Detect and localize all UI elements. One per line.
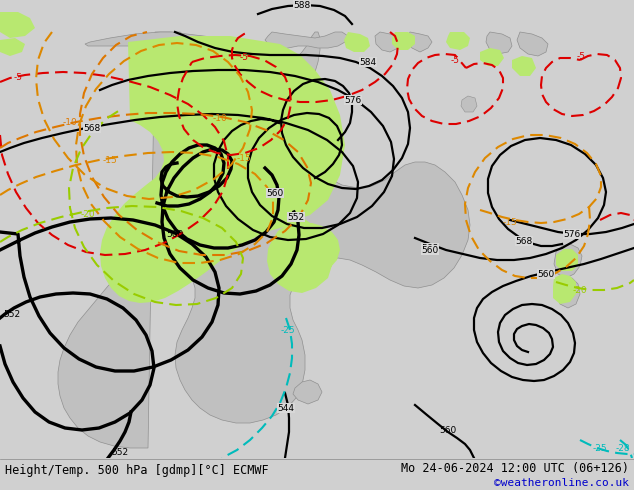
Polygon shape: [486, 32, 512, 54]
Polygon shape: [554, 244, 582, 278]
Text: ©weatheronline.co.uk: ©weatheronline.co.uk: [494, 478, 629, 488]
Text: -15: -15: [103, 155, 117, 165]
Text: 560: 560: [266, 189, 283, 197]
Text: 560: 560: [166, 229, 184, 239]
Text: -5: -5: [451, 55, 460, 65]
Polygon shape: [0, 12, 35, 38]
Polygon shape: [100, 36, 345, 303]
Text: -10: -10: [63, 118, 77, 126]
Text: 552: 552: [3, 310, 20, 318]
Polygon shape: [174, 50, 196, 62]
Polygon shape: [512, 56, 536, 76]
Text: -10: -10: [212, 114, 228, 122]
Polygon shape: [392, 32, 415, 50]
Text: 568: 568: [84, 123, 101, 132]
Polygon shape: [344, 32, 370, 52]
Text: -20: -20: [81, 210, 95, 219]
Polygon shape: [480, 48, 504, 66]
Polygon shape: [517, 32, 548, 56]
Text: -5: -5: [576, 51, 586, 60]
Text: 576: 576: [344, 96, 361, 104]
Text: -28: -28: [616, 443, 630, 452]
Text: 552: 552: [112, 447, 129, 457]
Polygon shape: [556, 278, 580, 308]
Text: 568: 568: [422, 244, 439, 252]
Text: -5: -5: [13, 73, 22, 81]
Polygon shape: [58, 32, 470, 448]
Text: -15: -15: [503, 218, 517, 226]
Text: 584: 584: [359, 57, 377, 67]
Polygon shape: [293, 380, 322, 404]
Text: 560: 560: [439, 425, 456, 435]
Text: 568: 568: [515, 237, 533, 245]
Text: 560: 560: [422, 245, 439, 254]
Text: Height/Temp. 500 hPa [gdmp][°C] ECMWF: Height/Temp. 500 hPa [gdmp][°C] ECMWF: [5, 464, 269, 476]
Polygon shape: [85, 32, 185, 46]
Text: 544: 544: [278, 403, 295, 413]
Text: 552: 552: [287, 213, 304, 221]
Text: -5: -5: [240, 52, 249, 62]
Text: -25: -25: [593, 443, 607, 452]
Text: -15: -15: [236, 153, 251, 163]
Text: 560: 560: [538, 270, 555, 278]
Polygon shape: [375, 32, 402, 52]
Polygon shape: [0, 38, 25, 56]
Polygon shape: [295, 32, 320, 85]
Polygon shape: [446, 32, 470, 50]
Polygon shape: [408, 32, 432, 52]
Polygon shape: [556, 249, 578, 271]
Text: 588: 588: [294, 0, 311, 9]
Text: -25: -25: [281, 325, 295, 335]
Text: Mo 24-06-2024 12:00 UTC (06+126): Mo 24-06-2024 12:00 UTC (06+126): [401, 462, 629, 474]
Polygon shape: [265, 32, 348, 50]
Text: -20: -20: [573, 286, 587, 294]
Text: 576: 576: [564, 229, 581, 239]
Polygon shape: [553, 274, 576, 304]
Polygon shape: [461, 96, 477, 112]
